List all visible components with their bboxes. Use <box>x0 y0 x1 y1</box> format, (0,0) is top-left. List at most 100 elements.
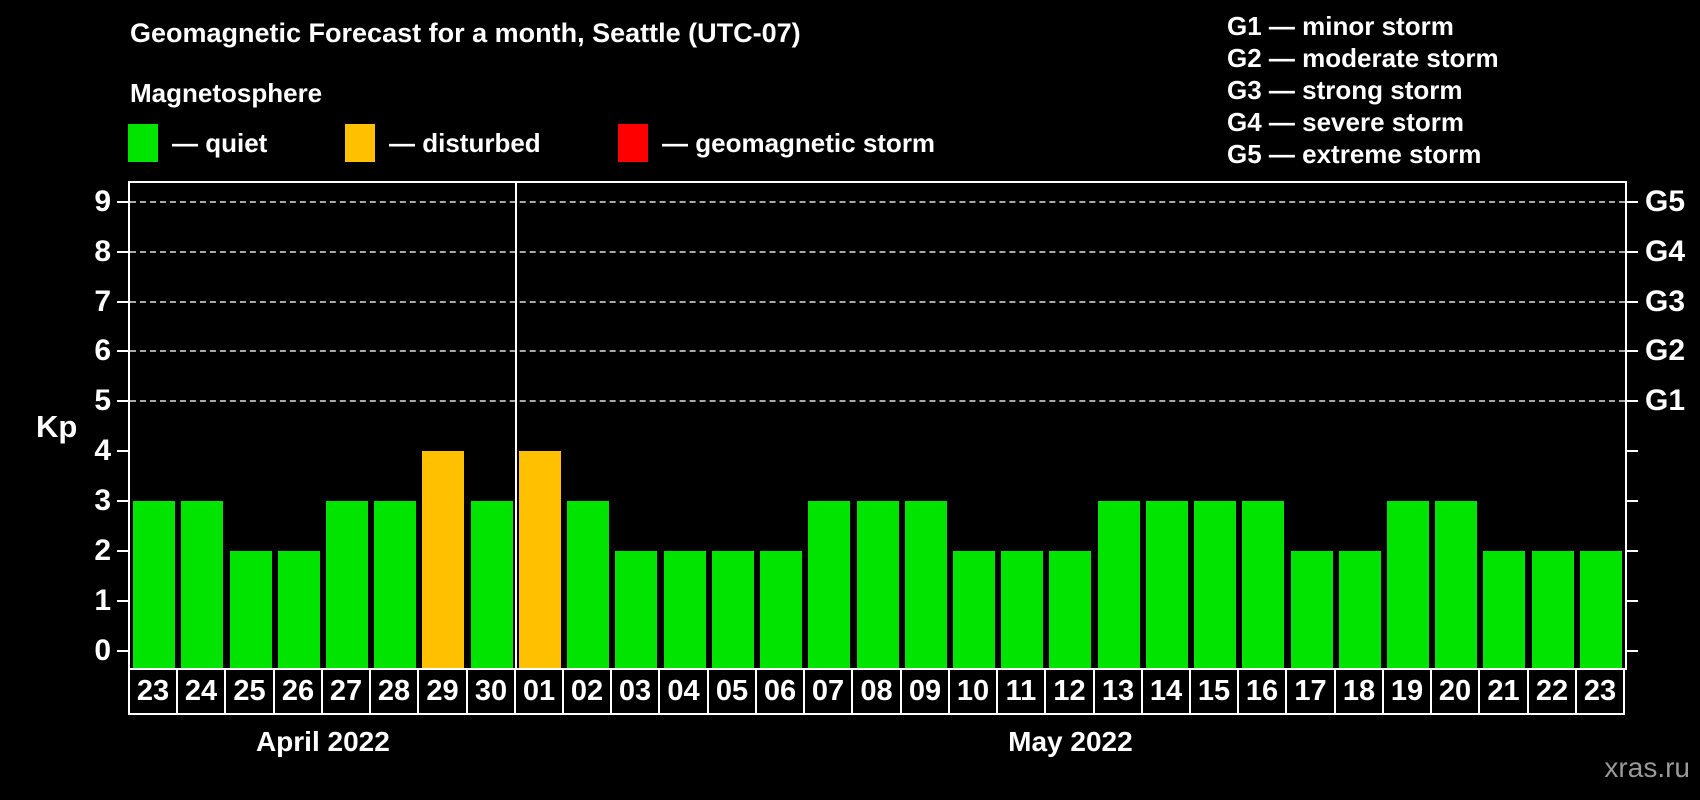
magnetosphere-label: Magnetosphere <box>130 78 323 108</box>
kp-bar-day-27 <box>326 501 369 668</box>
day-label: 23 <box>1575 668 1625 715</box>
left-tick-kp0 <box>117 649 130 652</box>
g-legend-line: G2 — moderate storm <box>1227 43 1499 73</box>
x-axis-day-labels: 23 24 25 26 27 28 29 30 01 02 03 04 05 06 07 08 09 10 11 12… <box>128 668 1627 715</box>
kp-bar-day-16 <box>1242 501 1285 668</box>
left-tick-kp5 <box>117 400 130 403</box>
kp-bar-day-03 <box>615 550 658 668</box>
kp-bar-day-22 <box>1531 550 1574 668</box>
left-tick-kp2 <box>117 549 130 552</box>
day-label: 15 <box>1189 668 1239 715</box>
y-axis-label-7: 7 <box>94 284 111 318</box>
month-label: May 2022 <box>1008 726 1133 757</box>
day-label: 09 <box>900 668 950 715</box>
kp-bar-day-07 <box>808 501 851 668</box>
right-tick-kp8 <box>1625 250 1638 253</box>
gridline-kp6 <box>130 350 1625 353</box>
y-axis-label-5: 5 <box>94 384 111 418</box>
kp-bar-day-17 <box>1290 550 1333 668</box>
kp-bar-day-02 <box>567 501 610 668</box>
kp-bar-day-30 <box>470 501 513 668</box>
quiet-swatch <box>128 124 158 162</box>
day-label: 07 <box>803 668 853 715</box>
left-tick-kp1 <box>117 599 130 602</box>
day-label: 21 <box>1478 668 1529 715</box>
g-legend-line: G5 — extreme storm <box>1227 139 1482 169</box>
day-label: 22 <box>1527 668 1577 715</box>
kp-bar-day-19 <box>1386 501 1429 668</box>
kp-bar-day-24 <box>181 501 224 668</box>
kp-bar-day-08 <box>856 501 899 668</box>
left-tick-kp7 <box>117 300 130 303</box>
plot-area <box>128 181 1627 670</box>
day-label: 29 <box>417 668 468 715</box>
kp-bar-day-15 <box>1194 501 1237 668</box>
right-axis-label-G5: G5 <box>1645 184 1686 218</box>
day-label: 28 <box>369 668 419 715</box>
legend-item-quiet: — quiet <box>128 122 267 164</box>
legend-item-storm: — geomagnetic storm <box>618 122 935 164</box>
kp-bar-day-05 <box>711 550 754 668</box>
day-label: 12 <box>1044 668 1095 715</box>
day-label: 08 <box>851 668 902 715</box>
day-label: 06 <box>755 668 805 715</box>
left-tick-kp6 <box>117 350 130 353</box>
right-axis-label-G3: G3 <box>1645 284 1686 318</box>
left-tick-kp4 <box>117 450 130 453</box>
y-axis-label-1: 1 <box>94 583 111 617</box>
magnetosphere-legend: — quiet — disturbed — geomagnetic storm <box>0 122 1100 164</box>
day-label: 16 <box>1237 668 1287 715</box>
kp-bar-day-20 <box>1435 501 1478 668</box>
day-label: 05 <box>707 668 757 715</box>
kp-bar-day-01 <box>518 451 561 668</box>
day-label: 01 <box>514 668 564 715</box>
y-axis-label-6: 6 <box>94 334 111 368</box>
kp-bar-day-23 <box>133 501 176 668</box>
day-label: 30 <box>466 668 516 715</box>
kp-bar-day-12 <box>1049 550 1092 668</box>
kp-bar-day-14 <box>1145 501 1188 668</box>
y-axis-title: Kp <box>36 409 78 444</box>
day-label: 10 <box>948 668 998 715</box>
right-axis-label-G4: G4 <box>1645 234 1686 268</box>
left-tick-kp3 <box>117 500 130 503</box>
day-label: 19 <box>1382 668 1432 715</box>
kp-bar-day-13 <box>1097 501 1140 668</box>
kp-bar-day-18 <box>1338 550 1381 668</box>
left-tick-kp8 <box>117 250 130 253</box>
right-tick-kp5 <box>1625 400 1638 403</box>
right-tick-kp1 <box>1625 599 1638 602</box>
day-label: 11 <box>996 668 1046 715</box>
day-label: 18 <box>1334 668 1384 715</box>
day-label: 04 <box>658 668 709 715</box>
gridline-kp8 <box>130 250 1625 253</box>
kp-bar-day-25 <box>229 550 272 668</box>
month-label: April 2022 <box>255 726 390 757</box>
kp-bar-day-09 <box>904 501 947 668</box>
legend-item-label: — geomagnetic storm <box>662 127 936 158</box>
right-axis-label-G1: G1 <box>1645 384 1686 418</box>
legend-item-disturbed: — disturbed <box>345 122 541 164</box>
legend-item-label: — disturbed <box>389 127 541 158</box>
y-axis-label-8: 8 <box>94 234 111 268</box>
day-label: 24 <box>176 668 226 715</box>
watermark: xras.ru <box>1604 752 1690 783</box>
kp-bar-day-26 <box>277 550 320 668</box>
kp-bar-day-28 <box>374 501 417 668</box>
kp-bar-day-06 <box>760 550 803 668</box>
right-tick-kp7 <box>1625 300 1638 303</box>
kp-bar-day-29 <box>422 451 465 668</box>
gridline-kp7 <box>130 300 1625 303</box>
day-label: 03 <box>610 668 660 715</box>
disturbed-swatch <box>345 124 375 162</box>
gridline-kp5 <box>130 400 1625 403</box>
right-tick-kp3 <box>1625 500 1638 503</box>
kp-bar-day-04 <box>663 550 706 668</box>
g-scale-legend: G1 — minor storm G2 — moderate storm G3 — … <box>1227 10 1499 170</box>
day-label: 02 <box>562 668 612 715</box>
g-legend-line: G4 — severe storm <box>1227 107 1465 137</box>
day-label: 23 <box>128 668 178 715</box>
day-label: 17 <box>1285 668 1336 715</box>
y-axis-label-0: 0 <box>94 633 111 667</box>
